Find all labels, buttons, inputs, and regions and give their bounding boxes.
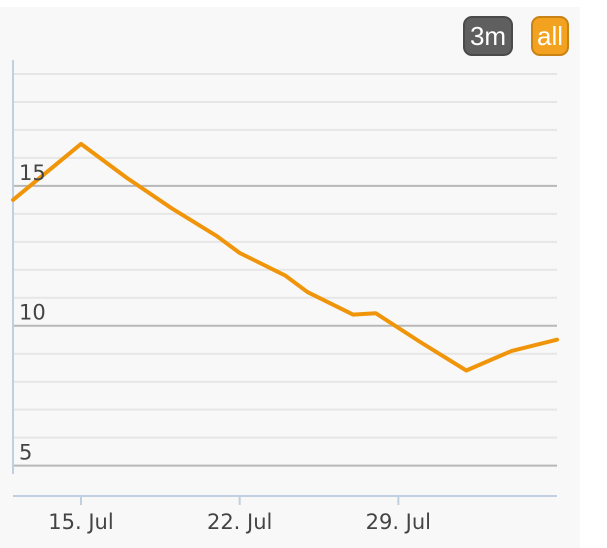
series-layer — [11, 141, 559, 373]
x-tick-label: 15. Jul — [48, 510, 113, 534]
label-layer: 5 10 15 15. Jul 22. Jul 29. Jul — [19, 161, 431, 534]
grid-layer — [13, 72, 557, 467]
x-tick-label: 22. Jul — [207, 510, 272, 534]
y-tick-label: 5 — [19, 441, 32, 465]
axis-layer — [12, 60, 557, 505]
y-tick-label: 10 — [19, 301, 46, 325]
series-line — [11, 141, 559, 373]
range-3m-button[interactable]: 3m — [463, 16, 513, 56]
y-tick-label: 15 — [19, 161, 46, 185]
x-tick-label: 29. Jul — [366, 510, 431, 534]
range-all-button[interactable]: all — [531, 16, 569, 56]
chart-panel: 5 10 15 15. Jul 22. Jul 29. Jul 3m all — [0, 7, 580, 548]
line-chart: 5 10 15 15. Jul 22. Jul 29. Jul — [11, 60, 559, 534]
